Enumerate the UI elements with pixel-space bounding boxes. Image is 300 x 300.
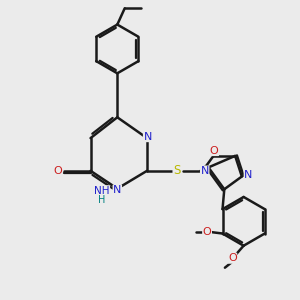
Text: O: O	[203, 227, 212, 237]
Text: O: O	[228, 253, 237, 263]
Text: N: N	[143, 132, 152, 142]
Text: N: N	[200, 166, 209, 176]
Text: N: N	[244, 170, 253, 180]
Text: O: O	[53, 166, 62, 176]
Text: S: S	[173, 164, 180, 177]
Text: NH: NH	[94, 186, 110, 196]
Text: O: O	[210, 146, 218, 155]
Text: N: N	[113, 185, 122, 195]
Text: H: H	[98, 195, 106, 205]
